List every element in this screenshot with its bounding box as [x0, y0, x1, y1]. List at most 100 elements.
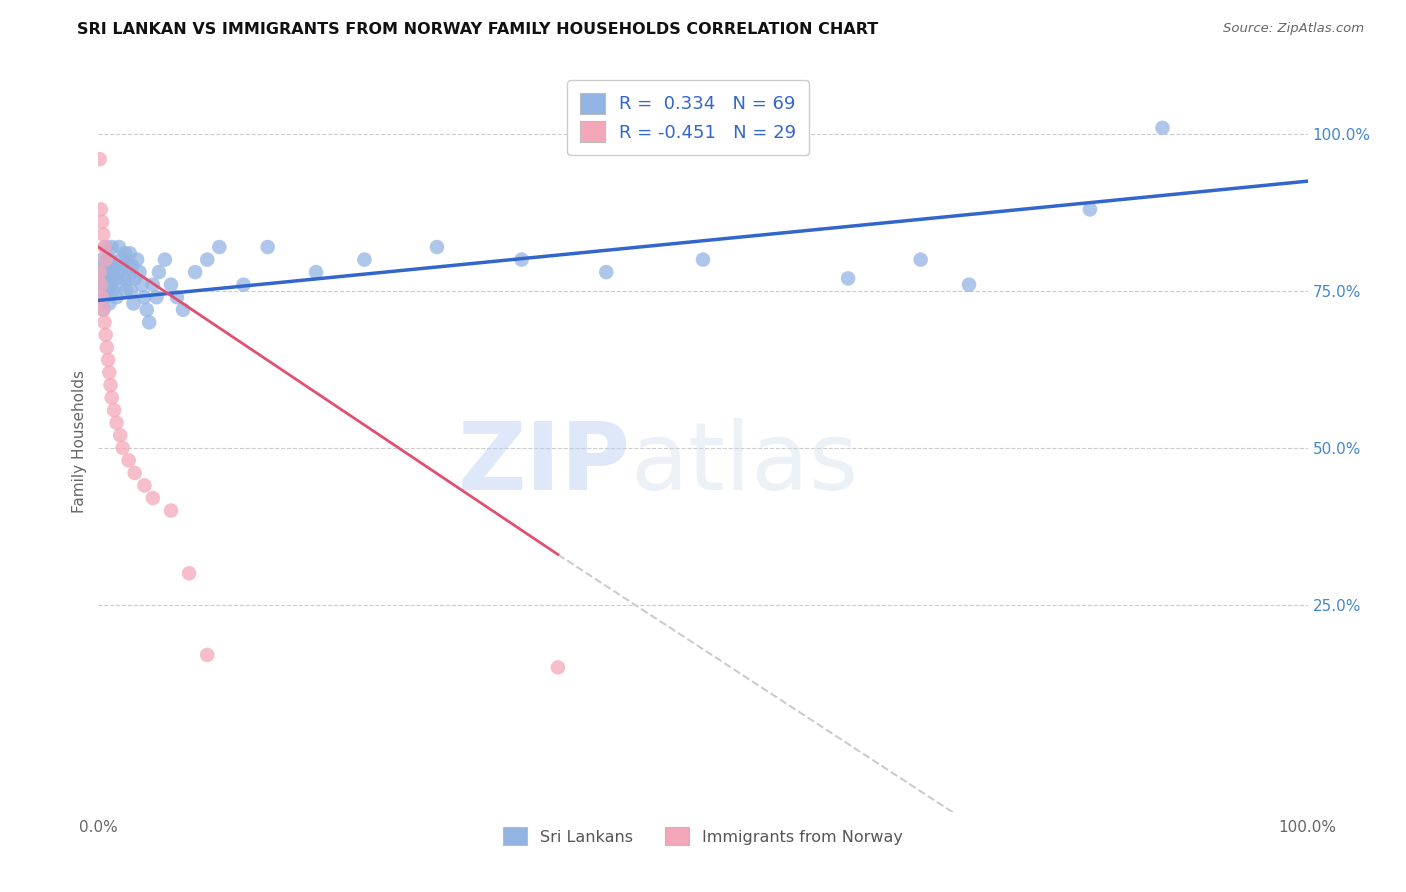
- Legend: Sri Lankans, Immigrants from Norway: Sri Lankans, Immigrants from Norway: [496, 821, 910, 852]
- Y-axis label: Family Households: Family Households: [72, 370, 87, 513]
- Point: [94, 327, 117, 342]
- Point: [208, 240, 231, 254]
- Point: [124, 466, 146, 480]
- Point: [91, 302, 114, 317]
- Point: [120, 284, 142, 298]
- Point: [110, 252, 132, 267]
- Point: [100, 252, 122, 267]
- Point: [172, 302, 194, 317]
- Point: [195, 252, 218, 267]
- Point: [184, 265, 207, 279]
- Point: [112, 271, 135, 285]
- Point: [692, 252, 714, 267]
- Point: [94, 240, 117, 254]
- Point: [121, 259, 143, 273]
- Point: [91, 277, 114, 292]
- Point: [166, 290, 188, 304]
- Text: ZIP: ZIP: [457, 417, 630, 509]
- Point: [98, 271, 121, 285]
- Point: [89, 277, 111, 292]
- Point: [1078, 202, 1101, 217]
- Point: [145, 290, 167, 304]
- Point: [97, 284, 120, 298]
- Point: [96, 340, 118, 354]
- Point: [101, 284, 124, 298]
- Point: [105, 416, 128, 430]
- Point: [103, 403, 125, 417]
- Point: [90, 202, 112, 217]
- Point: [957, 277, 980, 292]
- Point: [142, 277, 165, 292]
- Point: [100, 265, 122, 279]
- Point: [142, 491, 165, 505]
- Point: [100, 378, 122, 392]
- Point: [128, 265, 150, 279]
- Point: [91, 290, 114, 304]
- Point: [124, 271, 146, 285]
- Point: [91, 215, 114, 229]
- Point: [547, 660, 569, 674]
- Point: [93, 290, 115, 304]
- Text: atlas: atlas: [630, 417, 859, 509]
- Point: [89, 152, 111, 166]
- Point: [256, 240, 278, 254]
- Point: [910, 252, 932, 267]
- Point: [90, 265, 112, 279]
- Point: [107, 265, 129, 279]
- Point: [117, 259, 139, 273]
- Point: [90, 290, 112, 304]
- Point: [135, 302, 157, 317]
- Point: [93, 315, 115, 329]
- Point: [118, 453, 141, 467]
- Point: [134, 478, 156, 492]
- Point: [118, 271, 141, 285]
- Point: [91, 252, 114, 267]
- Text: SRI LANKAN VS IMMIGRANTS FROM NORWAY FAMILY HOUSEHOLDS CORRELATION CHART: SRI LANKAN VS IMMIGRANTS FROM NORWAY FAM…: [77, 22, 879, 37]
- Point: [108, 277, 131, 292]
- Point: [510, 252, 533, 267]
- Point: [148, 265, 170, 279]
- Point: [89, 265, 111, 279]
- Point: [179, 566, 201, 581]
- Point: [97, 353, 120, 368]
- Point: [160, 277, 183, 292]
- Point: [96, 277, 118, 292]
- Point: [837, 271, 859, 285]
- Point: [122, 296, 145, 310]
- Point: [105, 290, 128, 304]
- Point: [103, 259, 125, 273]
- Point: [118, 246, 141, 260]
- Point: [108, 240, 131, 254]
- Point: [134, 290, 156, 304]
- Point: [1152, 120, 1174, 135]
- Point: [90, 277, 112, 292]
- Point: [96, 252, 118, 267]
- Text: Source: ZipAtlas.com: Source: ZipAtlas.com: [1223, 22, 1364, 36]
- Point: [138, 315, 160, 329]
- Point: [131, 277, 153, 292]
- Point: [94, 265, 117, 279]
- Point: [94, 252, 117, 267]
- Point: [91, 302, 114, 317]
- Point: [100, 277, 122, 292]
- Point: [100, 391, 122, 405]
- Point: [100, 240, 122, 254]
- Point: [98, 296, 121, 310]
- Point: [305, 265, 328, 279]
- Point: [91, 271, 114, 285]
- Point: [160, 503, 183, 517]
- Point: [153, 252, 176, 267]
- Point: [111, 441, 134, 455]
- Point: [93, 259, 115, 273]
- Point: [111, 259, 134, 273]
- Point: [91, 227, 114, 242]
- Point: [115, 284, 138, 298]
- Point: [595, 265, 617, 279]
- Point: [127, 252, 149, 267]
- Point: [426, 240, 449, 254]
- Point: [108, 428, 131, 442]
- Point: [353, 252, 375, 267]
- Point: [232, 277, 254, 292]
- Point: [98, 366, 121, 380]
- Point: [104, 271, 127, 285]
